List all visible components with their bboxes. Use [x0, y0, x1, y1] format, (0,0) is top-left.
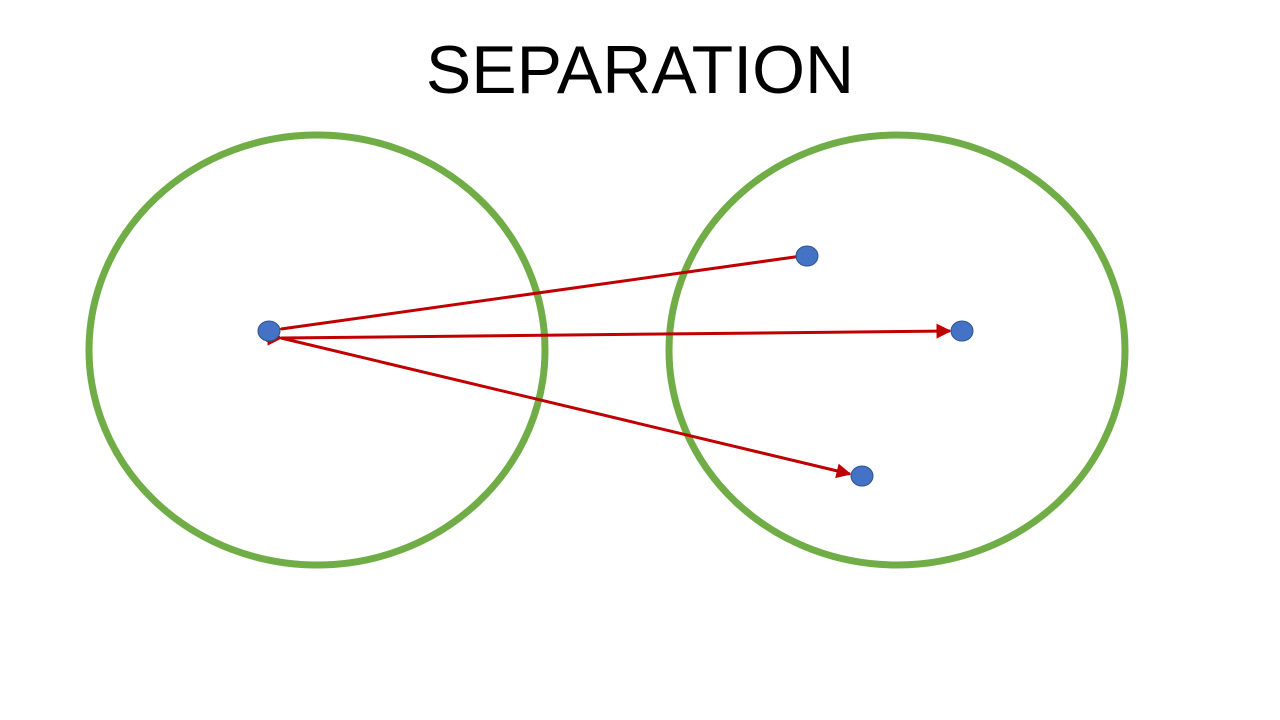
right-top-dot — [795, 245, 819, 267]
arrow-to-top-dot — [266, 248, 818, 339]
right-bottom-dot — [850, 465, 874, 487]
slide-title: SEPARATION — [425, 32, 855, 108]
left-cluster-circle — [85, 131, 549, 569]
arrow-to-middle-dot — [267, 323, 952, 346]
arrow-to-bottom-dot — [266, 327, 852, 479]
right-middle-dot — [950, 320, 974, 342]
right-cluster-circle — [665, 131, 1129, 569]
left-center-dot — [257, 320, 281, 342]
